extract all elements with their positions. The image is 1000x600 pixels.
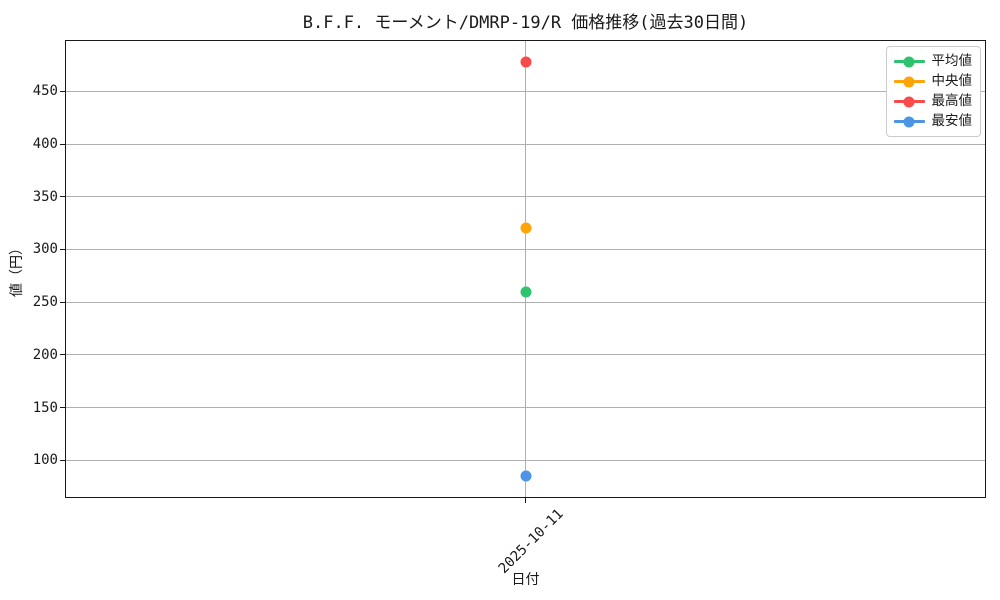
y-tick-mark xyxy=(60,143,65,145)
x-axis-label: 日付 xyxy=(511,572,540,588)
legend-line-sample xyxy=(893,96,925,107)
data-point-lowest xyxy=(520,470,531,482)
y-tick-label: 300 xyxy=(32,241,58,258)
legend-label: 最高値 xyxy=(931,93,973,109)
y-gridline xyxy=(66,90,985,92)
y-gridline xyxy=(66,354,985,356)
legend-label: 中央値 xyxy=(931,73,973,89)
x-gridline xyxy=(525,41,526,497)
legend-label: 平均値 xyxy=(931,53,973,69)
legend-marker-icon xyxy=(903,116,915,127)
legend-item-average: 平均値 xyxy=(893,52,973,71)
y-tick-label: 450 xyxy=(32,83,58,100)
legend-marker-icon xyxy=(903,56,915,67)
data-point-median xyxy=(520,222,531,234)
y-tick-mark xyxy=(60,301,65,303)
y-tick-mark xyxy=(60,459,65,461)
x-tick-label: 2025-10-11 xyxy=(495,506,567,577)
y-tick-mark xyxy=(60,354,65,356)
legend-item-median: 中央値 xyxy=(893,72,973,91)
plot-area: 平均値中央値最高値最安値 100 150 200 250 300 350 400 450 xyxy=(33,40,986,503)
y-tick-label: 400 xyxy=(32,136,58,152)
x-tick-mark xyxy=(525,498,526,503)
legend-line-sample xyxy=(893,56,925,67)
y-tick-label: 350 xyxy=(32,188,58,205)
y-tick-label: 100 xyxy=(32,452,58,469)
legend-line-sample xyxy=(893,76,925,87)
y-tick-mark xyxy=(60,248,65,250)
y-gridline xyxy=(66,143,985,145)
y-tick-mark xyxy=(60,90,65,92)
chart-title: B.F.F. モーメント/DMRP-19/R 価格推移(過去30日間) xyxy=(302,13,749,33)
y-gridline xyxy=(66,459,985,461)
legend-item-highest: 最高値 xyxy=(893,92,973,111)
legend-line-sample xyxy=(893,116,925,127)
y-tick-label: 200 xyxy=(32,346,58,363)
y-tick-label: 150 xyxy=(32,399,58,416)
legend-marker-icon xyxy=(903,76,915,87)
y-gridline xyxy=(66,248,985,250)
legend: 平均値中央値最高値最安値 xyxy=(885,46,981,137)
legend-label: 最安値 xyxy=(931,113,973,129)
y-gridline xyxy=(66,301,985,303)
y-tick-mark xyxy=(60,196,65,198)
y-gridline xyxy=(66,407,985,409)
y-tick-mark xyxy=(60,407,65,409)
legend-item-lowest: 最安値 xyxy=(893,112,973,131)
data-point-highest xyxy=(520,56,531,68)
y-tick-label: 250 xyxy=(32,294,58,311)
y-gridline xyxy=(66,196,985,198)
data-point-average xyxy=(520,286,531,298)
legend-marker-icon xyxy=(903,96,915,107)
